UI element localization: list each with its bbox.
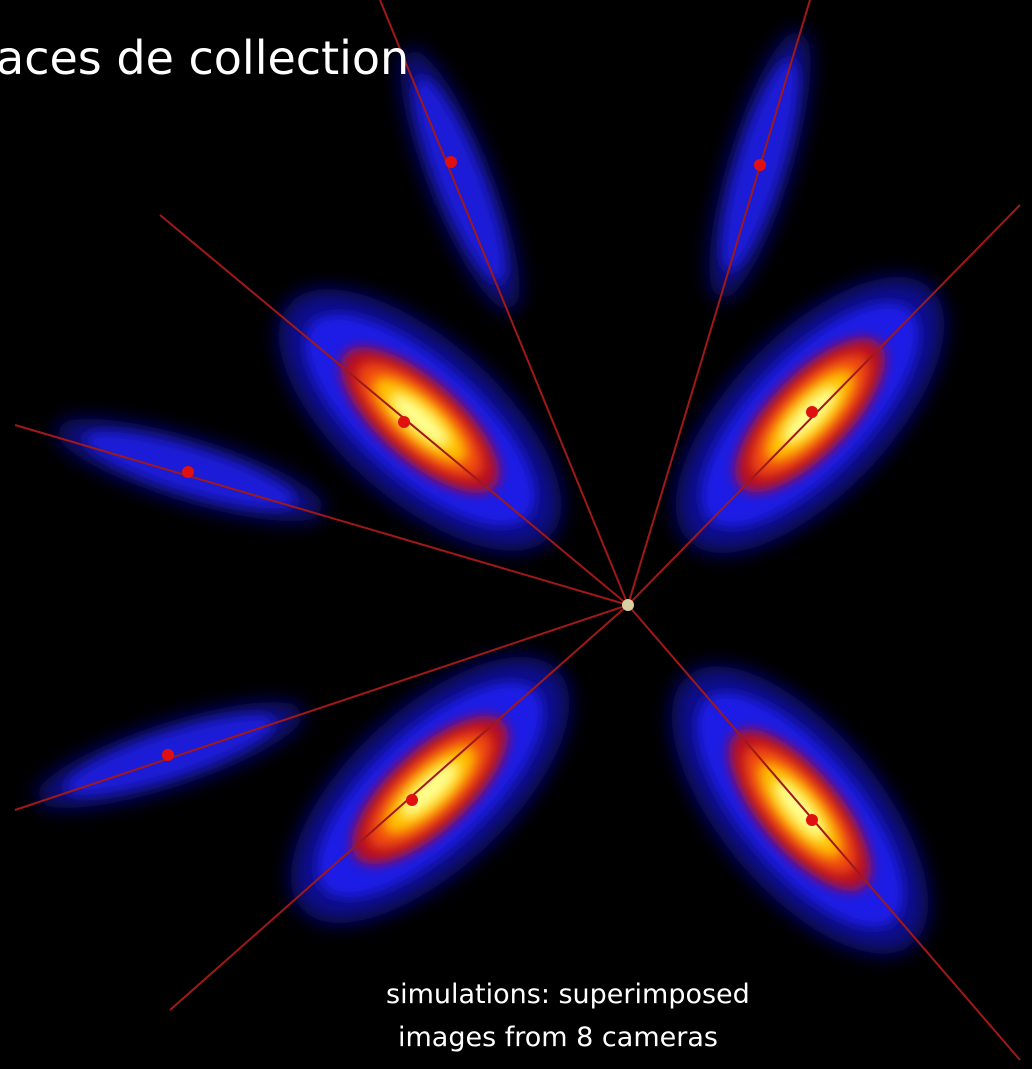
- slide-title: aces de collection: [0, 31, 409, 85]
- axis-tracks: [14, 0, 1021, 1061]
- caption-line: images from 8 cameras: [398, 1022, 718, 1053]
- caption-line: simulations: superimposed: [386, 979, 750, 1010]
- source-point: [622, 599, 634, 611]
- centroid-markers: [162, 156, 818, 826]
